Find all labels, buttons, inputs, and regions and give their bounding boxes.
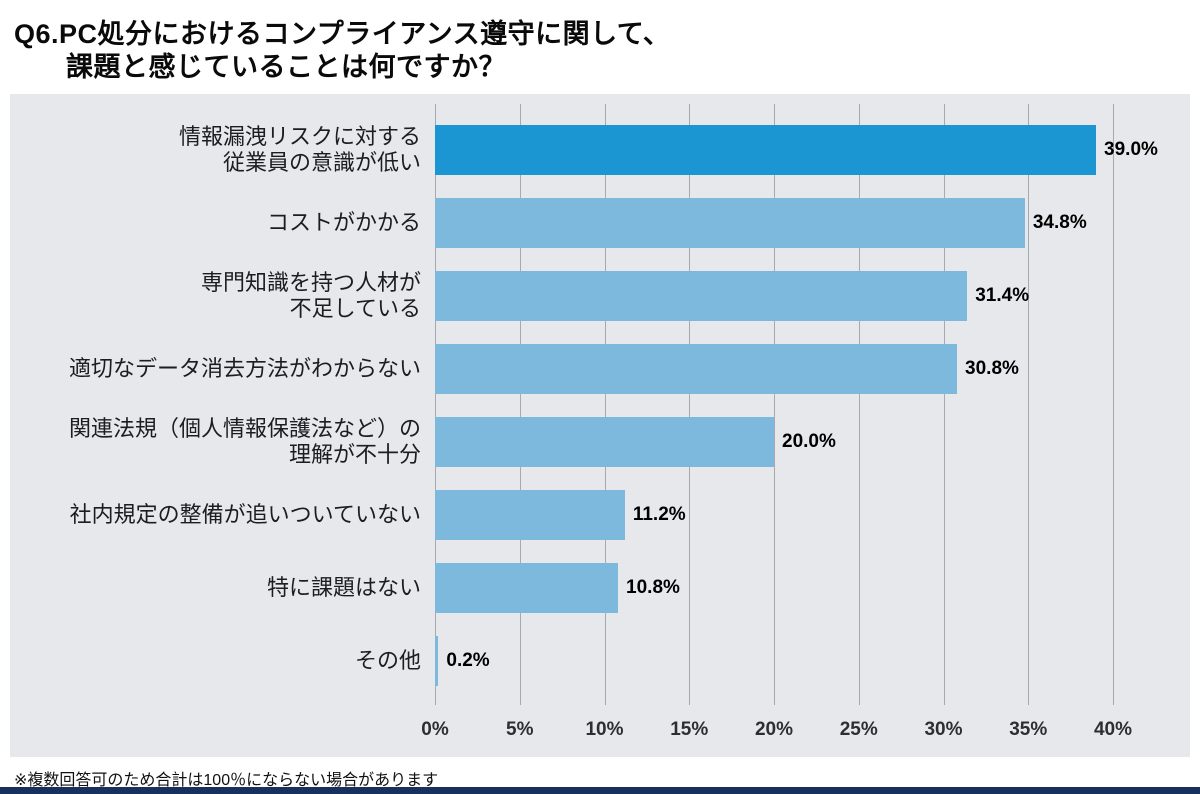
gridline <box>1028 103 1030 705</box>
x-tick-label: 40% <box>1093 718 1133 740</box>
value-label: 20.0% <box>782 431 836 453</box>
bar <box>435 636 439 687</box>
category-label: 社内規定の整備が追いついていない <box>69 501 421 527</box>
x-tick-label: 5% <box>506 718 534 740</box>
x-tick-label: 20% <box>754 718 794 740</box>
gridline <box>943 103 945 705</box>
bar <box>435 344 958 395</box>
value-label: 31.4% <box>975 285 1030 307</box>
bar <box>435 198 1025 249</box>
chart-title: Q6.PC処分におけるコンプライアンス遵守に関して、 課題と感じていることは何で… <box>0 0 1200 84</box>
value-label: 11.2% <box>632 504 686 526</box>
bar <box>435 490 625 541</box>
bar-row: 社内規定の整備が追いついていない 11.2% <box>10 479 1190 552</box>
gridlines <box>435 103 1114 705</box>
x-tick-label: 35% <box>1009 718 1048 740</box>
bar <box>435 125 1097 176</box>
bar-rows: 情報漏洩リスクに対する 従業員の意識が低い 39.0% コストがかかる 34.8% 専門知… <box>10 114 1190 698</box>
gridline <box>689 103 691 705</box>
bar-track: 20.0% <box>435 417 1113 468</box>
title-line-2: 課題と感じていることは何ですか？ <box>66 51 506 82</box>
x-axis: 0% 5% 10% 15% 20% 25% 30% 35% 40% <box>421 718 1132 745</box>
value-label: 34.8% <box>1032 212 1087 234</box>
gridline <box>435 103 436 705</box>
x-tick-label: 10% <box>585 718 624 740</box>
chart-panel: 情報漏洩リスクに対する 従業員の意識が低い 39.0% コストがかかる 34.8% 専門知… <box>10 93 1190 757</box>
bar-track: 31.4% <box>435 271 1113 322</box>
bar-row: 関連法規（個人情報保護法など）の 理解が不十分 20.0% <box>10 406 1190 479</box>
x-tick-label: 0% <box>421 718 449 740</box>
bar-row: コストがかかる 34.8% <box>10 187 1190 260</box>
x-tick-label: 15% <box>670 718 709 740</box>
footnote: ※複数回答可のため合計は100％にならない場合があります <box>14 771 439 789</box>
gridline <box>858 103 860 705</box>
bar-track: 10.8% <box>435 563 1113 614</box>
bar-chart: 情報漏洩リスクに対する 従業員の意識が低い 39.0% コストがかかる 34.8% 専門知… <box>10 94 1190 757</box>
title-line-1: Q6.PC処分におけるコンプライアンス遵守に関して、 <box>14 19 671 49</box>
bar-track: 0.2% <box>435 636 1113 687</box>
bar-track: 11.2% <box>435 490 1113 541</box>
category-label: 専門知識を持つ人材が 不足している <box>200 269 421 322</box>
bar <box>435 563 619 614</box>
bar-track: 39.0% <box>435 125 1158 176</box>
value-label: 0.2% <box>446 650 490 672</box>
bar-row: 適切なデータ消去方法がわからない 30.8% <box>10 333 1190 406</box>
value-label: 39.0% <box>1104 139 1158 161</box>
bar-track: 30.8% <box>435 344 1113 395</box>
x-tick-label: 25% <box>839 718 878 740</box>
bar-row: 情報漏洩リスクに対する 従業員の意識が低い 39.0% <box>10 114 1190 187</box>
bar-row: 専門知識を持つ人材が 不足している 31.4% <box>10 260 1190 333</box>
value-label: 10.8% <box>626 577 680 599</box>
category-label: 適切なデータ消去方法がわからない <box>68 355 421 381</box>
category-label: コストがかかる <box>266 209 421 235</box>
bottom-strip <box>0 787 1200 794</box>
x-tick-label: 30% <box>924 718 963 740</box>
category-label: 特に課題はない <box>266 574 421 600</box>
bar <box>435 271 968 322</box>
category-label: 関連法規（個人情報保護法など）の 理解が不十分 <box>68 415 421 468</box>
category-label: その他 <box>354 647 421 673</box>
gridline <box>604 103 606 705</box>
category-label: 情報漏洩リスクに対する 従業員の意識が低い <box>178 123 421 176</box>
gridline <box>519 103 521 705</box>
value-label: 30.8% <box>965 358 1019 380</box>
bar-track: 34.8% <box>435 198 1113 249</box>
gridline <box>774 103 775 705</box>
gridline <box>1113 103 1114 705</box>
bar-row: 特に課題はない 10.8% <box>10 552 1190 625</box>
bar-row: その他 0.2% <box>10 625 1190 698</box>
bar <box>435 417 774 468</box>
